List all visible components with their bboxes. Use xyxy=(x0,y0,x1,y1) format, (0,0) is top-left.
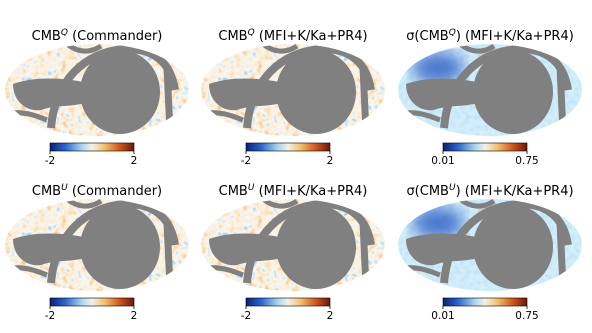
title-rest: (MFI+K/Ka+PR4) xyxy=(254,184,367,199)
sky-map xyxy=(5,199,189,291)
title-superscript: U xyxy=(61,183,68,193)
colorbar-tick-label: -2 xyxy=(45,310,55,322)
panel-title: σ(CMBU) (MFI+K/Ka+PR4) xyxy=(406,183,573,199)
panel: σ(CMBQ) (MFI+K/Ka+PR4) 0.01 0.75 xyxy=(398,28,582,167)
panel-title: CMBU (MFI+K/Ka+PR4) xyxy=(219,183,368,199)
title-rest: (Commander) xyxy=(68,184,162,199)
title-base: σ(CMB xyxy=(406,184,449,199)
title-rest: ) (MFI+K/Ka+PR4) xyxy=(456,184,574,199)
title-base: σ(CMB xyxy=(406,29,449,44)
title-base: CMB xyxy=(219,184,248,199)
colorbar-tick-label: 2 xyxy=(131,310,138,322)
map-image xyxy=(201,44,385,136)
title-base: CMB xyxy=(32,29,61,44)
title-superscript: Q xyxy=(248,28,255,38)
title-rest: (Commander) xyxy=(68,29,162,44)
panel: σ(CMBU) (MFI+K/Ka+PR4) 0.01 0.75 xyxy=(398,183,582,322)
sky-map xyxy=(201,44,385,136)
colorbar xyxy=(245,142,331,152)
title-rest: (MFI+K/Ka+PR4) xyxy=(255,29,368,44)
map-image xyxy=(5,199,189,291)
colorbar-tick-label: 2 xyxy=(327,155,334,167)
map-image xyxy=(201,199,385,291)
colorbar-tick-label: 2 xyxy=(131,155,138,167)
colorbar-tick-label: -2 xyxy=(241,310,251,322)
sky-map xyxy=(398,199,582,291)
colorbar-tick-label: 0.75 xyxy=(515,155,538,167)
title-rest: ) (MFI+K/Ka+PR4) xyxy=(456,29,574,44)
colorbar xyxy=(442,142,528,152)
title-base: CMB xyxy=(218,29,247,44)
map-image xyxy=(398,44,582,136)
map-image xyxy=(5,44,189,136)
title-superscript: U xyxy=(248,183,255,193)
panel-title: σ(CMBQ) (MFI+K/Ka+PR4) xyxy=(406,28,574,44)
colorbar-tick-label: 0.01 xyxy=(431,310,454,322)
title-superscript: Q xyxy=(449,28,456,38)
panel: CMBU (MFI+K/Ka+PR4) -2 2 xyxy=(201,183,385,322)
sky-map xyxy=(398,44,582,136)
sky-map xyxy=(5,44,189,136)
colorbar-tick-label: 0.01 xyxy=(431,155,454,167)
panel: CMBU (Commander) -2 2 xyxy=(5,183,189,322)
colorbar xyxy=(245,297,331,307)
colorbar-tick-label: 2 xyxy=(327,310,334,322)
colorbar xyxy=(49,142,135,152)
sky-map xyxy=(201,199,385,291)
colorbar-tick-label: 0.75 xyxy=(515,310,538,322)
colorbar xyxy=(442,297,528,307)
title-superscript: U xyxy=(449,183,456,193)
title-base: CMB xyxy=(32,184,61,199)
panel: CMBQ (Commander) -2 2 xyxy=(5,28,189,167)
colorbar xyxy=(49,297,135,307)
panel-title: CMBQ (MFI+K/Ka+PR4) xyxy=(218,28,367,44)
panel-title: CMBQ (Commander) xyxy=(32,28,163,44)
colorbar-tick-label: -2 xyxy=(45,155,55,167)
title-superscript: Q xyxy=(61,28,68,38)
colorbar-tick-label: -2 xyxy=(241,155,251,167)
panel: CMBQ (MFI+K/Ka+PR4) -2 2 xyxy=(201,28,385,167)
map-image xyxy=(398,199,582,291)
panel-title: CMBU (Commander) xyxy=(32,183,162,199)
